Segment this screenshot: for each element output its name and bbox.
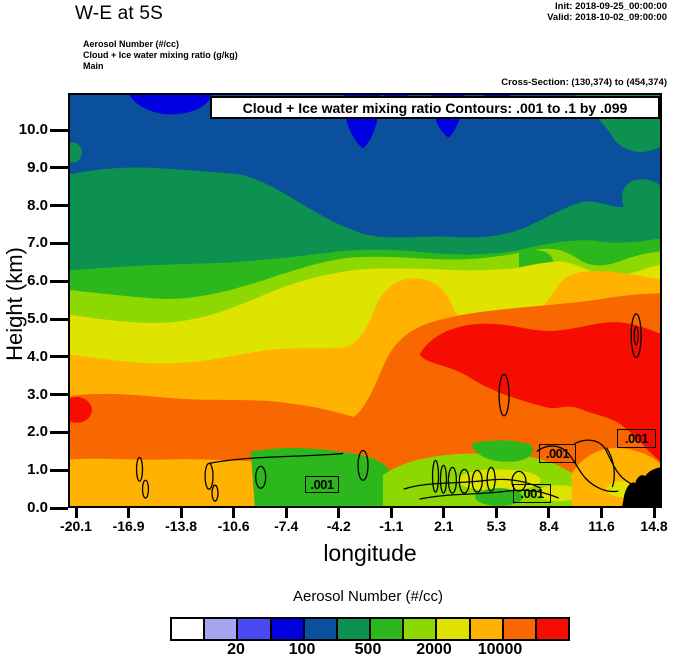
field-list: Aerosol Number (#/cc) Cloud + Ice water …	[83, 39, 238, 72]
x-axis-tick-label: -4.2	[326, 518, 351, 534]
colorbar-cell	[236, 619, 270, 639]
x-axis-tick-label: -13.8	[165, 518, 198, 534]
y-axis-tick	[50, 355, 68, 359]
y-axis-tick	[50, 393, 68, 397]
contour-plot: Cloud + Ice water mixing ratio Contours:…	[68, 93, 662, 508]
colorbar-cell	[335, 619, 370, 639]
colorbar-tick-label: 100	[288, 641, 316, 658]
x-axis-tick	[284, 508, 288, 518]
colorbar-tick-label: 2000	[416, 641, 452, 658]
colorbar-cell	[369, 619, 403, 639]
red-cores	[70, 322, 660, 462]
x-axis-tick	[547, 508, 551, 518]
colorbar	[170, 617, 570, 641]
colorbar-tick-label: 500	[354, 641, 382, 658]
y-axis-tick	[50, 468, 68, 472]
x-axis-tick-label: 2.1	[434, 518, 454, 534]
filled-contour-field	[70, 95, 660, 506]
x-axis-tick-label: 5.3	[486, 518, 507, 534]
x-axis-tick-label: -20.1	[60, 518, 92, 534]
colorbar-cell	[203, 619, 237, 639]
x-axis-tick	[652, 508, 656, 518]
colorbar-cell	[402, 619, 436, 639]
y-axis-tick-label: 6.0	[27, 272, 48, 290]
init-timestamp: Init: 2018-09-25_00:00:00	[555, 1, 667, 12]
cross-section-note: Cross-Section: (130,374) to (454,374)	[501, 77, 667, 88]
colorbar-tick-label: 10000	[477, 641, 523, 658]
contour-value-label: .001	[513, 484, 551, 503]
colorbar-cell	[501, 619, 535, 639]
x-axis-tick	[442, 508, 446, 518]
y-axis-tick	[50, 204, 68, 208]
y-axis-tick-label: 1.0	[27, 461, 48, 479]
colorbar-cell	[468, 619, 502, 639]
x-axis-tick	[179, 508, 183, 518]
y-axis-tick-label: 3.0	[27, 385, 48, 403]
y-axis-tick-label: 2.0	[27, 423, 48, 441]
y-axis-tick	[50, 166, 68, 170]
x-axis-title: longitude	[323, 540, 417, 566]
page-title: W-E at 5S	[75, 3, 164, 24]
x-axis-tick	[337, 508, 341, 518]
field-domain-main: Main	[83, 61, 104, 71]
y-axis-tick-label: 7.0	[27, 234, 48, 252]
y-axis-tick	[50, 506, 68, 510]
cloud-contour-lines	[135, 313, 653, 502]
colorbar-title: Aerosol Number (#/cc)	[292, 588, 444, 605]
y-axis-tick-label: 4.0	[27, 347, 48, 365]
x-axis-tick	[74, 508, 78, 518]
y-axis-tick-label: 9.0	[27, 158, 48, 176]
colorbar-cell	[435, 619, 469, 639]
x-axis-tick-label: 11.6	[588, 518, 615, 534]
terrain-silhouette	[622, 467, 660, 506]
x-axis-tick-label: 8.4	[539, 518, 559, 534]
contour-info-box: Cloud + Ice water mixing ratio Contours:…	[210, 96, 660, 119]
y-axis-tick	[50, 279, 68, 283]
colorbar-cell	[302, 619, 336, 639]
field-cloud-ice-ratio: Cloud + Ice water mixing ratio (g/kg)	[83, 50, 238, 60]
y-axis-tick	[50, 317, 68, 321]
x-axis-tick	[600, 508, 603, 518]
x-axis-tick	[127, 508, 131, 518]
y-axis-tick-label: 0.0	[27, 499, 48, 516]
y-axis-tick	[50, 430, 68, 434]
contour-value-label: .001	[305, 476, 339, 493]
x-axis-tick	[494, 508, 498, 518]
x-axis-tick-label: 14.8	[640, 518, 668, 534]
x-axis-tick-label: -16.9	[112, 518, 145, 534]
colorbar-cell	[172, 619, 204, 639]
field-aerosol-number: Aerosol Number (#/cc)	[83, 39, 180, 49]
contour-value-label: .001	[617, 429, 656, 448]
contour-value-label: .001	[539, 444, 576, 463]
y-axis-tick	[50, 128, 68, 132]
x-axis-tick	[389, 508, 393, 518]
y-axis-tick	[50, 241, 68, 245]
y-axis-tick-label: 5.0	[27, 310, 48, 327]
x-axis-tick-label: -10.6	[217, 518, 250, 534]
x-axis-tick-label: -7.4	[274, 518, 299, 534]
x-axis-tick-label: -1.1	[379, 518, 404, 534]
run-timestamps: Init: 2018-09-25_00:00:00 Valid: 2018-10…	[547, 1, 667, 23]
y-axis-tick-label: 10.0	[18, 121, 48, 138]
x-axis-tick	[232, 508, 236, 518]
colorbar-cell	[534, 619, 569, 639]
colorbar-tick-label: 20	[227, 641, 245, 658]
valid-timestamp: Valid: 2018-10-02_09:00:00	[547, 11, 667, 23]
y-axis-tick-label: 8.0	[27, 196, 48, 214]
colorbar-cell	[269, 619, 303, 639]
